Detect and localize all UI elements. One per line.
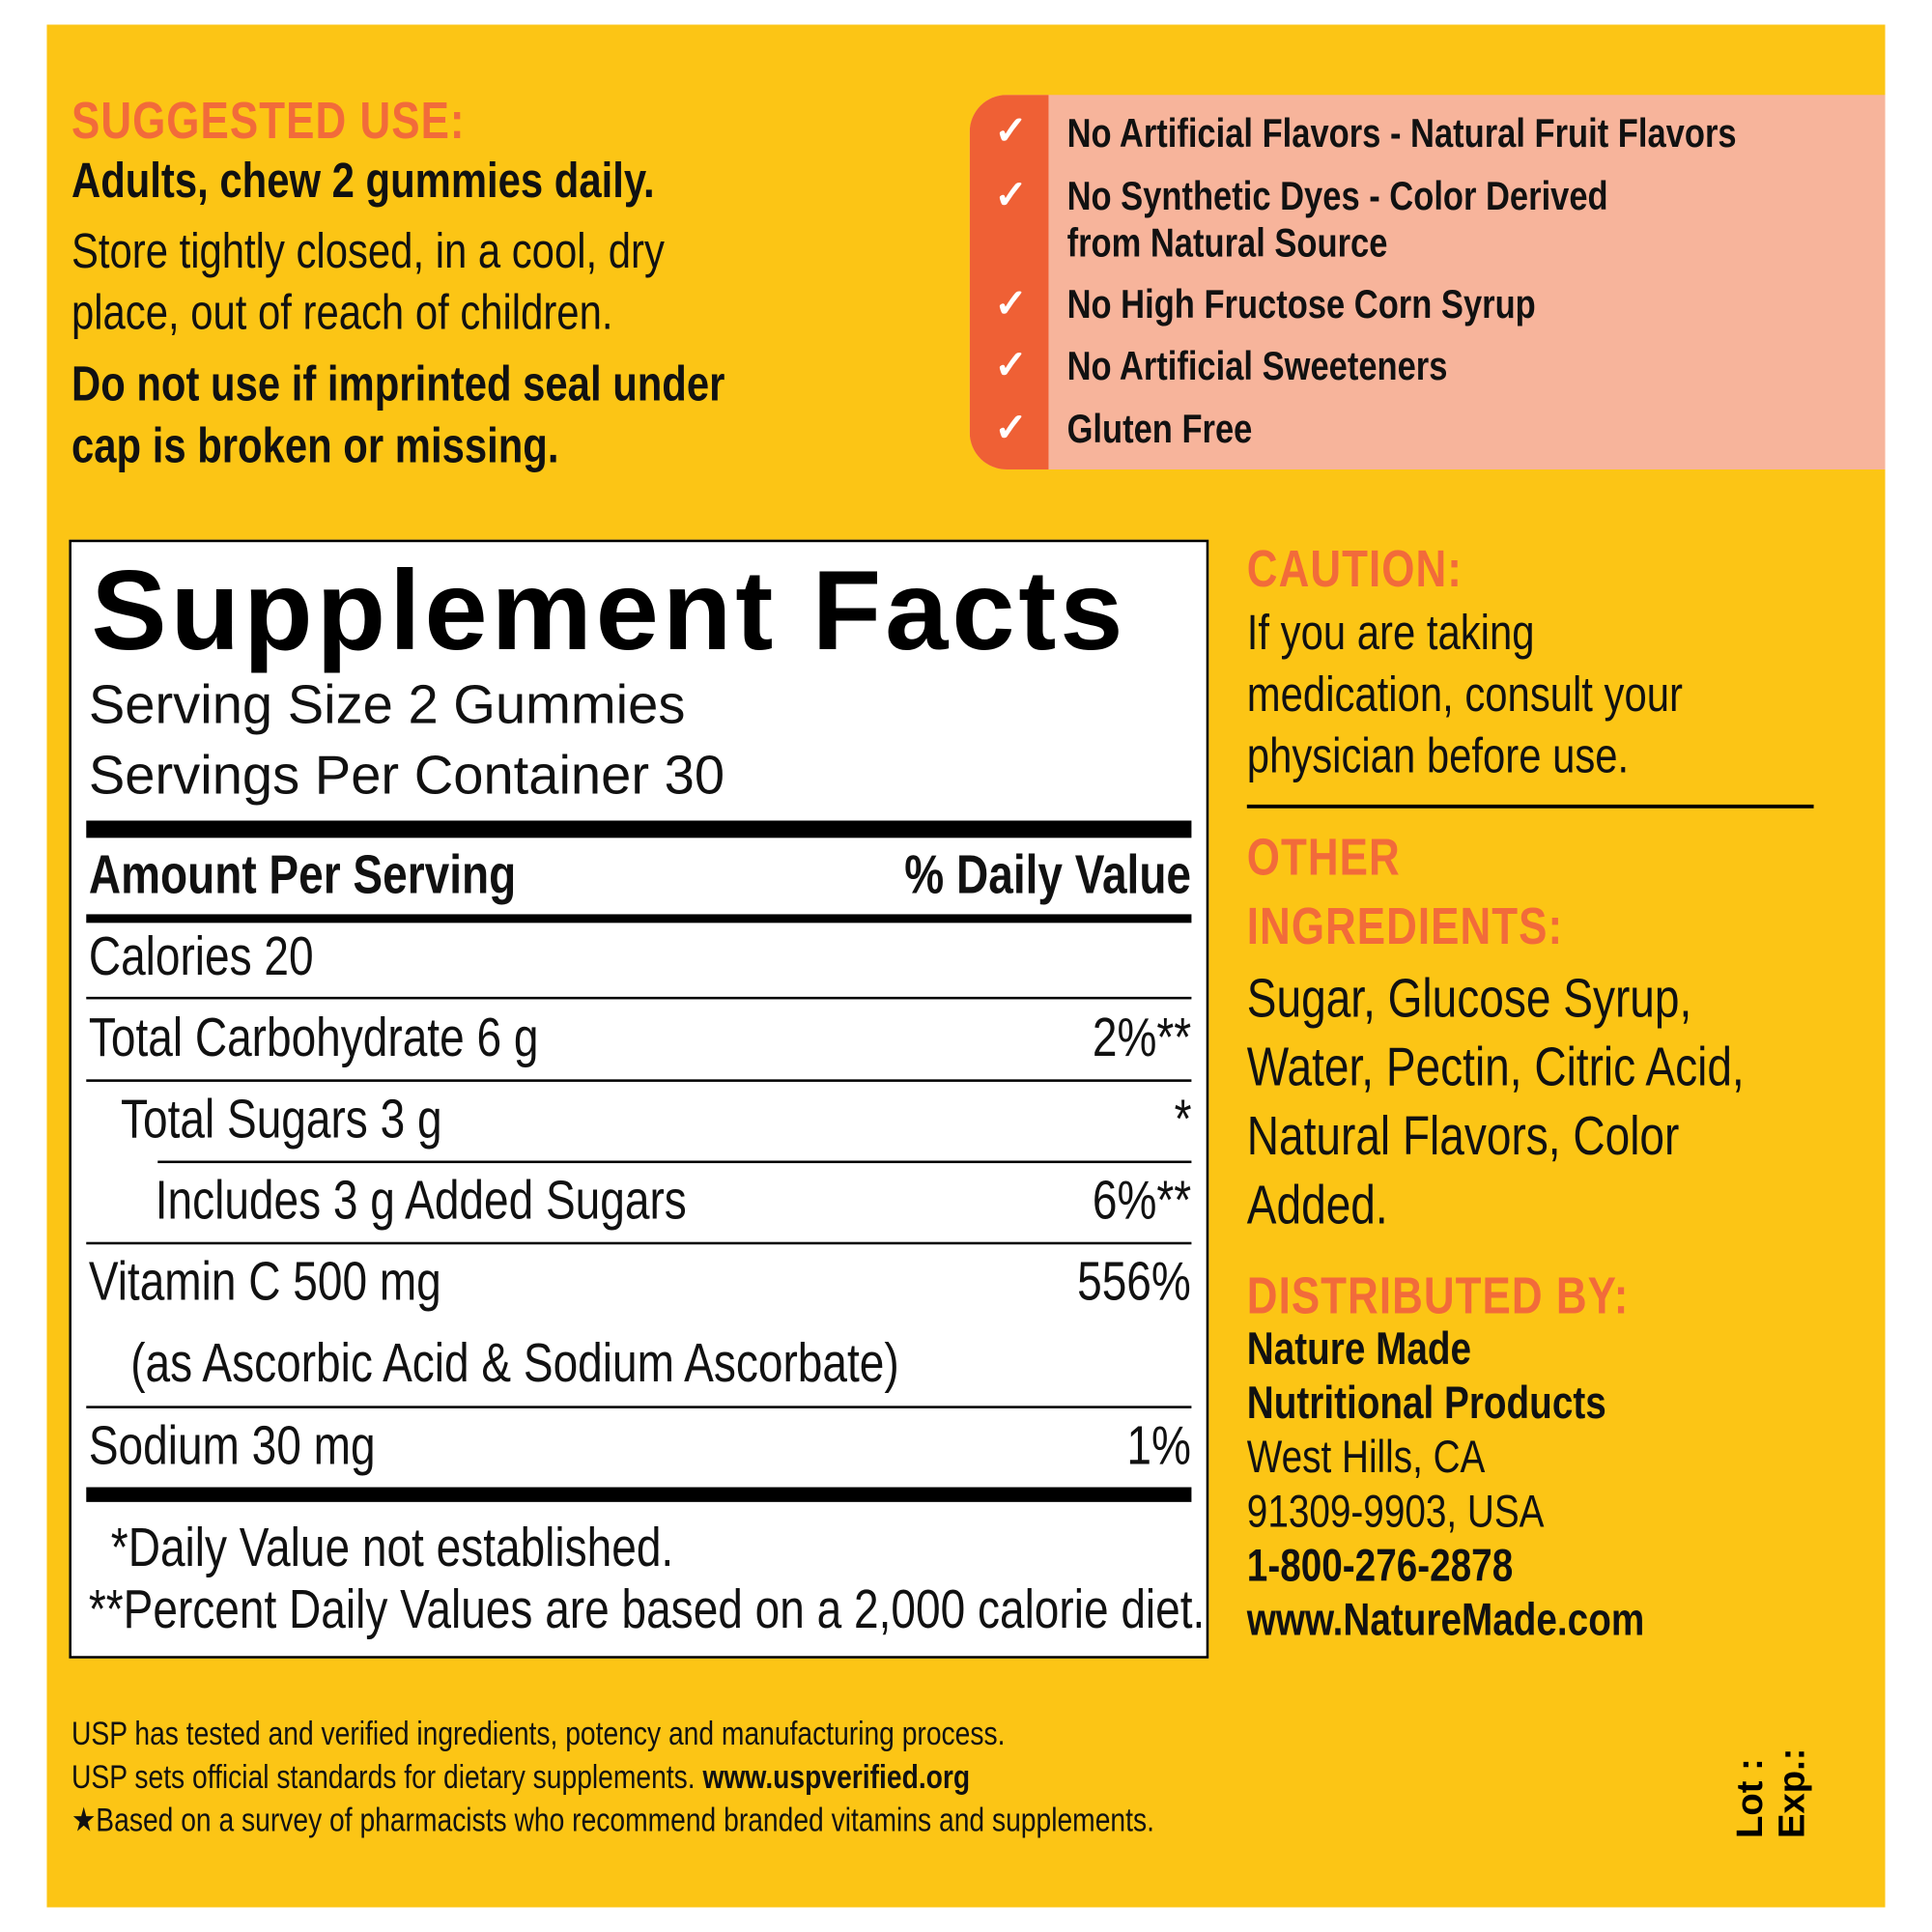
claim-item: No Synthetic Dyes - Color Derived (1066, 172, 1608, 218)
footnote-percent-daily-values: **Percent Daily Values are based on a 2,… (88, 1579, 1206, 1640)
usp-link[interactable]: www.uspverified.org (702, 1758, 971, 1796)
check-column (969, 95, 1049, 469)
row-divider (86, 1406, 1192, 1408)
caution-line-1: If you are taking (1246, 606, 1535, 661)
distributor-name-2: Nutritional Products (1246, 1378, 1606, 1429)
row-total-carbohydrate: Total Carbohydrate 6 g (88, 1008, 539, 1068)
seal-warning-2: cap is broken or missing. (71, 418, 559, 473)
amount-per-serving-header: Amount Per Serving (88, 844, 517, 906)
row-total-sugars: Total Sugars 3 g (120, 1089, 442, 1151)
distributor-website[interactable]: www.NatureMade.com (1246, 1594, 1645, 1645)
ingredients-line-2: Water, Pectin, Citric Acid, (1246, 1037, 1745, 1098)
daily-value-header: % Daily Value (904, 844, 1192, 906)
claim-item: from Natural Source (1066, 219, 1388, 266)
dv-vitamin-c: 556% (1077, 1251, 1192, 1313)
vitamin-c-source: (as Ascorbic Acid & Sodium Ascorbate) (130, 1333, 899, 1394)
check-icon: ✓ (994, 280, 1028, 326)
footnote-daily-value: *Daily Value not established. (110, 1518, 674, 1578)
serving-size: Serving Size 2 Gummies (88, 674, 686, 736)
distributor-zip: 91309-9903, USA (1246, 1486, 1545, 1537)
claim-item: No High Fructose Corn Syrup (1066, 280, 1536, 327)
row-divider (86, 996, 1192, 1000)
ingredients-line-1: Sugar, Glucose Syrup, (1246, 968, 1692, 1030)
caution-line-2: medication, consult your (1246, 668, 1683, 723)
check-icon: ✓ (994, 342, 1028, 387)
row-calories: Calories 20 (88, 926, 314, 987)
distributor-name-1: Nature Made (1246, 1322, 1472, 1375)
row-divider (157, 1160, 1192, 1164)
usp-standards: USP sets official standards for dietary … (71, 1758, 970, 1797)
caution-line-3: physician before use. (1246, 729, 1630, 784)
suggested-use-heading: SUGGESTED USE: (71, 91, 466, 150)
ingredients-line-4: Added. (1246, 1175, 1388, 1236)
dv-total-carbohydrate: 2%** (1093, 1008, 1192, 1068)
usp-standards-text: USP sets official standards for dietary … (71, 1758, 703, 1796)
thick-divider (86, 820, 1192, 838)
dv-total-sugars: * (1174, 1089, 1192, 1151)
supplement-facts-box: Supplement Facts Serving Size 2 Gummies … (69, 539, 1209, 1659)
claims-panel: ✓ ✓ ✓ ✓ ✓ No Artificial Flavors - Natura… (969, 95, 1886, 469)
storage-line-2: place, out of reach of children. (71, 285, 613, 341)
usp-statement: USP has tested and verified ingredients,… (71, 1715, 1006, 1752)
other-ingredients-heading-2: INGREDIENTS: (1246, 896, 1564, 955)
row-divider (86, 1079, 1192, 1082)
facts-title: Supplement Facts (91, 548, 1127, 674)
lot-label: Lot : (1729, 1758, 1771, 1839)
distributor-phone: 1-800-276-2878 (1246, 1540, 1514, 1591)
thick-divider (86, 1487, 1192, 1502)
claim-item: No Artificial Sweeteners (1066, 342, 1448, 388)
check-icon: ✓ (994, 108, 1028, 154)
distributed-by-heading: DISTRIBUTED BY: (1246, 1266, 1630, 1325)
check-icon: ✓ (994, 405, 1028, 450)
row-divider (86, 1241, 1192, 1245)
check-icon: ✓ (994, 172, 1028, 217)
dv-added-sugars: 6%** (1093, 1170, 1192, 1232)
row-added-sugars: Includes 3 g Added Sugars (155, 1170, 687, 1232)
storage-line-1: Store tightly closed, in a cool, dry (71, 224, 665, 279)
seal-warning-1: Do not use if imprinted seal under (71, 356, 725, 412)
servings-per-container: Servings Per Container 30 (88, 745, 725, 807)
distributor-city: West Hills, CA (1246, 1432, 1486, 1483)
medium-divider (86, 914, 1192, 923)
claim-item: No Artificial Flavors - Natural Fruit Fl… (1066, 109, 1737, 156)
survey-note: ★Based on a survey of pharmacists who re… (71, 1801, 1154, 1839)
ingredients-line-3: Natural Flavors, Color (1246, 1106, 1680, 1167)
row-sodium: Sodium 30 mg (88, 1415, 376, 1477)
dv-sodium: 1% (1126, 1415, 1192, 1477)
suggested-use-dosage: Adults, chew 2 gummies daily. (71, 154, 655, 209)
row-vitamin-c: Vitamin C 500 mg (88, 1251, 441, 1313)
lot-exp-block: Lot : Exp.: (1730, 1747, 1814, 1838)
caution-divider (1246, 804, 1814, 809)
claim-item: Gluten Free (1066, 405, 1253, 451)
exp-label: Exp.: (1772, 1747, 1813, 1839)
other-ingredients-heading-1: OTHER (1246, 828, 1401, 887)
caution-heading: CAUTION: (1246, 539, 1463, 598)
